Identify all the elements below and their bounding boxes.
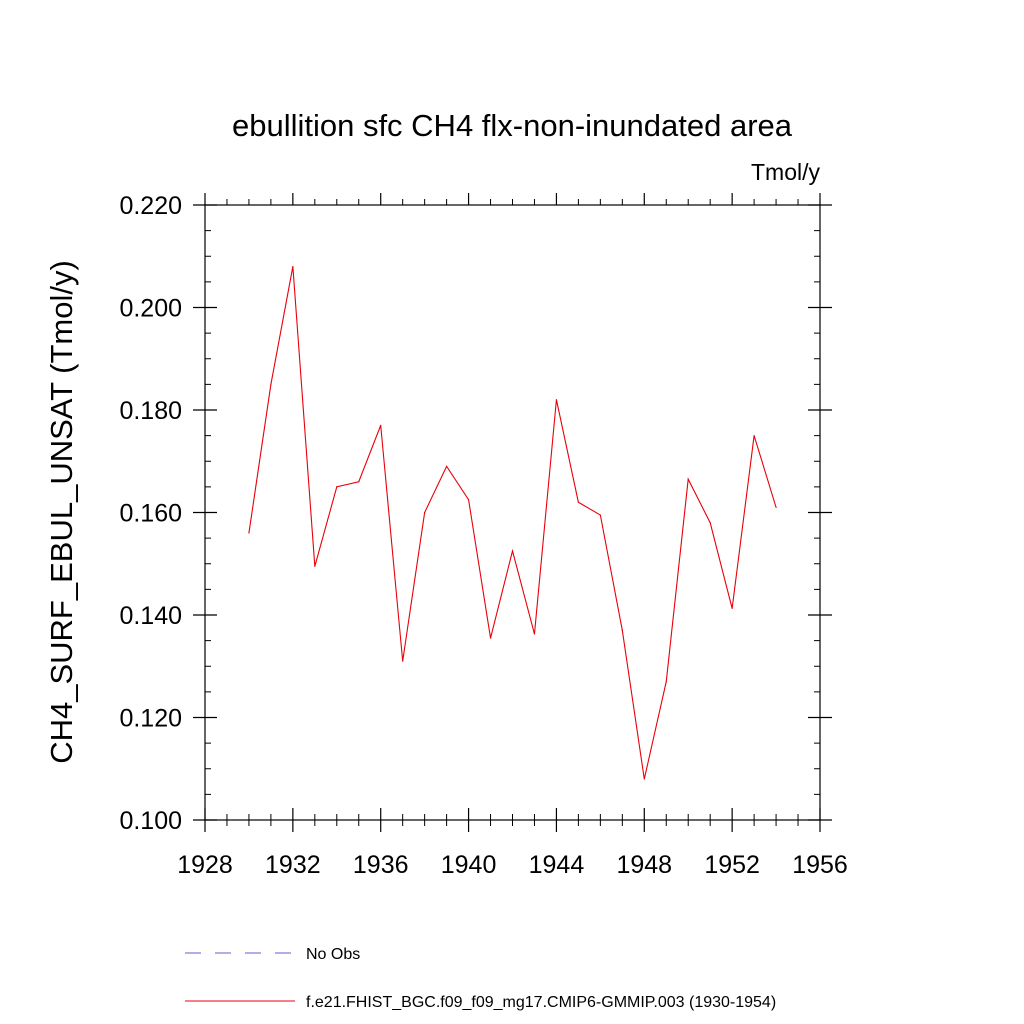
data-point — [270, 383, 272, 385]
data-point — [446, 465, 448, 467]
x-tick-label: 1928 — [177, 851, 233, 879]
data-point — [555, 399, 558, 401]
y-tick-label: 0.180 — [119, 397, 182, 425]
data-point — [248, 532, 250, 534]
legend-label-no-obs: No Obs — [306, 946, 360, 963]
y-tick-label: 0.200 — [119, 295, 182, 323]
x-tick-label: 1956 — [792, 851, 848, 879]
data-point — [731, 607, 733, 609]
x-tick-label: 1948 — [616, 851, 672, 879]
series-layer — [248, 265, 777, 780]
data-point — [424, 511, 426, 514]
data-point — [358, 481, 360, 483]
x-tick-label: 1936 — [353, 851, 409, 879]
units-label: Tmol/y — [751, 159, 821, 185]
data-point — [665, 681, 667, 683]
data-point — [599, 514, 601, 516]
data-point — [380, 424, 382, 426]
data-point — [577, 501, 579, 503]
y-tick-label: 0.120 — [119, 705, 182, 733]
x-tick-label: 1944 — [529, 851, 585, 879]
y-tick-label: 0.140 — [119, 602, 182, 630]
data-point — [753, 435, 755, 437]
axis-ticks — [193, 193, 832, 832]
y-tick-labels: 0.100 0.120 0.140 0.160 0.180 0.200 0.220 — [119, 192, 182, 835]
x-tick-label: 1932 — [265, 851, 321, 879]
plot-frame — [204, 204, 821, 821]
data-point — [402, 660, 404, 662]
data-point — [292, 265, 294, 268]
legend-label-model-run: f.e21.FHIST_BGC.f09_f09_mg17.CMIP6-GMMIP… — [306, 994, 776, 1011]
chart-title: ebullition sfc CH4 flx-non-inundated are… — [232, 108, 793, 143]
data-point — [467, 499, 470, 501]
data-point — [336, 486, 338, 488]
data-point — [533, 633, 536, 635]
series-line — [248, 266, 777, 780]
data-point — [489, 637, 492, 639]
x-tick-labels: 1928 1932 1936 1940 1944 1948 1952 1956 — [177, 851, 848, 879]
y-tick-label: 0.160 — [119, 500, 182, 528]
data-point — [621, 629, 623, 631]
y-tick-label: 0.100 — [119, 807, 182, 835]
data-point — [314, 565, 316, 567]
data-point — [511, 550, 514, 552]
y-tick-label: 0.220 — [119, 192, 182, 220]
data-point — [687, 478, 689, 480]
data-point — [709, 522, 711, 524]
x-tick-label: 1940 — [441, 851, 497, 879]
y-axis-label: CH4_SURF_EBUL_UNSAT (Tmol/y) — [44, 260, 79, 764]
x-tick-label: 1952 — [704, 851, 760, 879]
data-point — [643, 778, 645, 780]
legend: No Obs f.e21.FHIST_BGC.f09_f09_mg17.CMIP… — [185, 946, 776, 1011]
data-point — [775, 506, 777, 508]
